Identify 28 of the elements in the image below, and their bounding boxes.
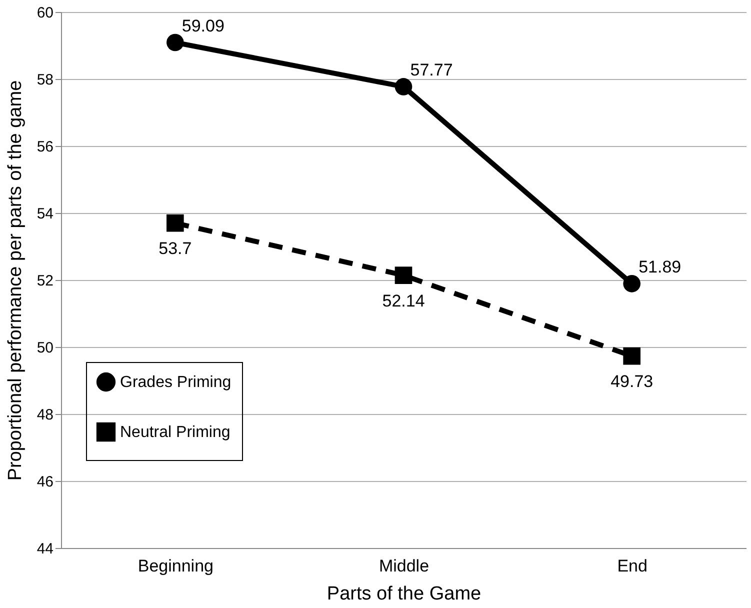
- point: [394, 266, 412, 284]
- data-label: 59.09: [182, 16, 224, 36]
- y-tick-label: 54: [36, 206, 54, 222]
- y-tick-label: 56: [36, 138, 54, 156]
- y-axis-title: Proportional performance per parts of the game: [4, 80, 26, 481]
- y-tick-label: 58: [36, 72, 54, 88]
- point: [166, 214, 184, 232]
- legend-label: Neutral Priming: [120, 424, 230, 441]
- point: [394, 78, 412, 96]
- data-label: 53.7: [158, 239, 192, 258]
- y-tick-label: 46: [36, 474, 54, 490]
- x-tick-label: Middle: [378, 556, 430, 576]
- y-tick-label: 50: [36, 340, 54, 356]
- y-tick-label: 48: [36, 406, 54, 424]
- x-axis-title: Parts of the Game: [326, 584, 482, 604]
- data-label: 51.89: [638, 258, 682, 277]
- y-tick-label: 44: [36, 540, 54, 558]
- data-label: 57.77: [410, 60, 453, 80]
- data-label: 52.14: [382, 291, 425, 310]
- y-tick-label: 52: [36, 272, 54, 290]
- x-tick-label: End: [617, 556, 648, 576]
- point: [623, 347, 640, 365]
- point: [166, 34, 184, 52]
- y-tick-label: 60: [36, 4, 54, 22]
- data-label: 49.73: [610, 372, 654, 392]
- legend-label: Grades Priming: [120, 374, 232, 391]
- point: [623, 275, 640, 292]
- x-tick-label: Beginning: [138, 556, 214, 576]
